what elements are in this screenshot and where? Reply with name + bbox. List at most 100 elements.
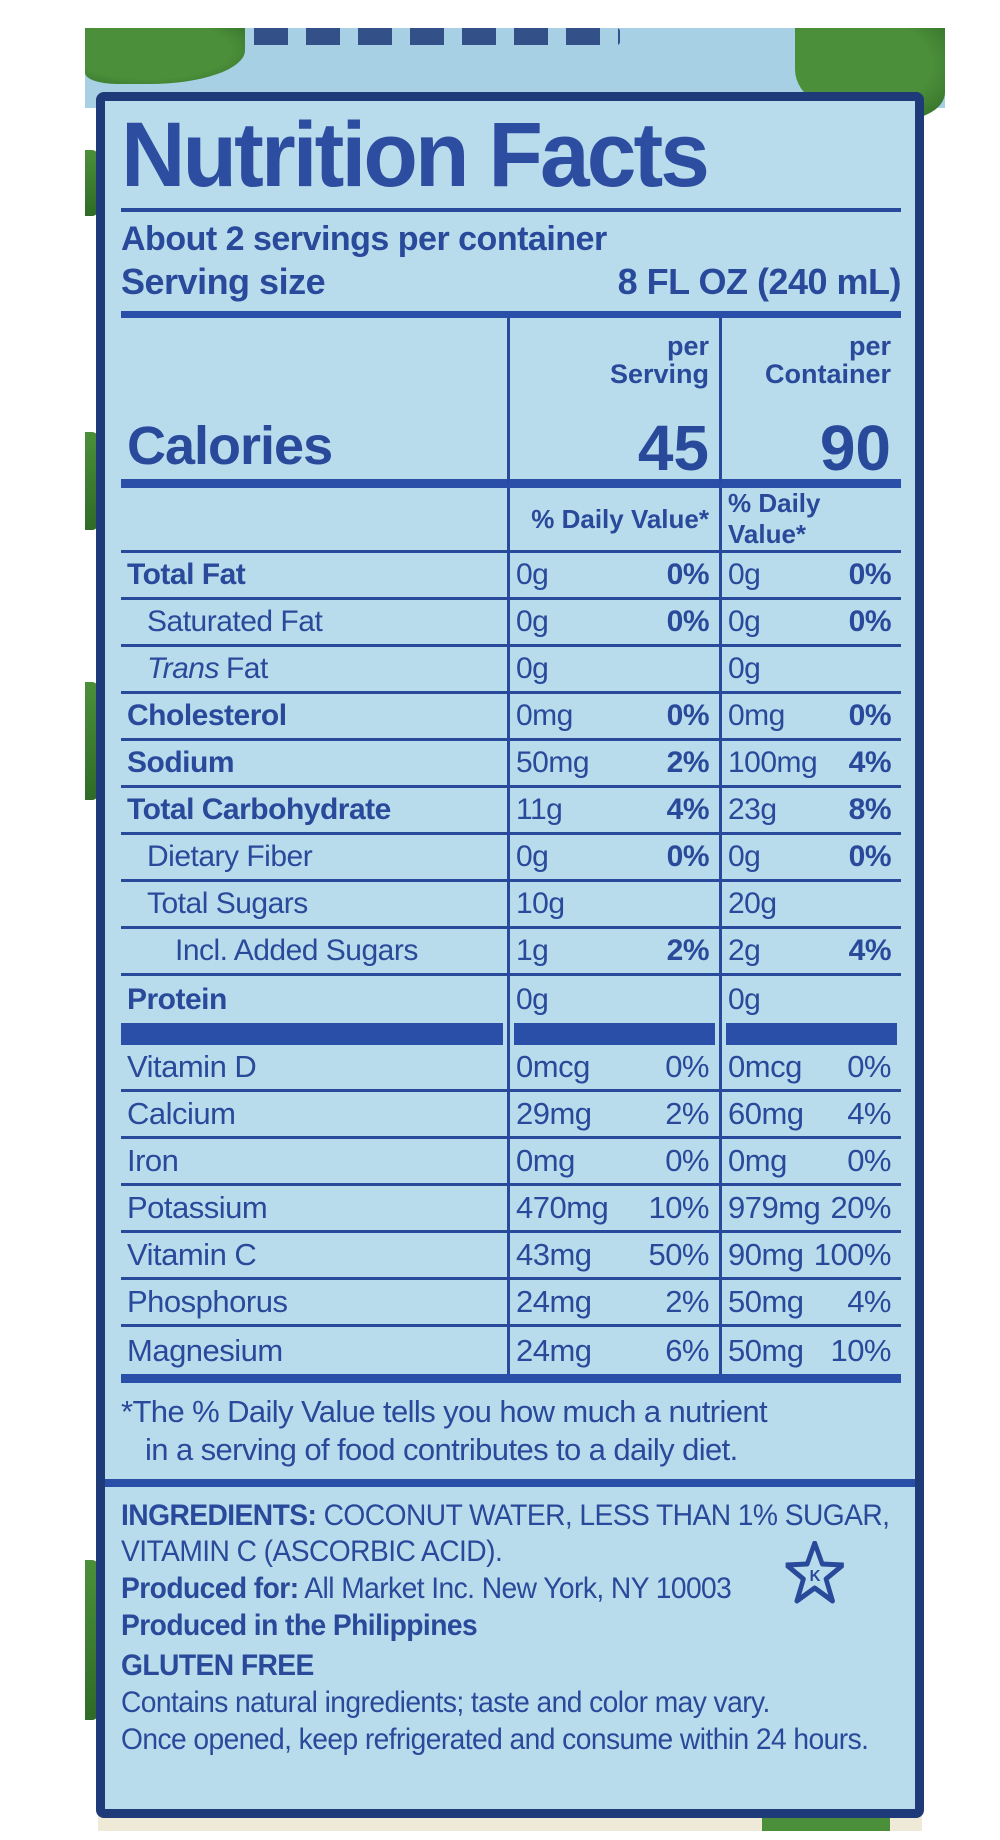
container-dv: 0% xyxy=(848,558,892,592)
serving-dv: 0% xyxy=(666,558,710,592)
serving-dv: 10% xyxy=(648,1190,709,1226)
container-dv: 0% xyxy=(847,1143,891,1179)
container-dv: 20% xyxy=(830,1190,891,1226)
produced-for-line: Produced for: All Market Inc. New York, … xyxy=(121,1571,898,1607)
nutrient-name: Total Carbohydrate xyxy=(127,793,391,827)
per-container-header: per Container xyxy=(719,318,901,393)
container-amount: 0g xyxy=(728,605,761,639)
container-amount: 20g xyxy=(728,887,777,921)
carton-bottom-band xyxy=(98,1816,922,1831)
serving-size-value: 8 FL OZ (240 mL) xyxy=(617,261,902,303)
per-word: per xyxy=(848,331,891,362)
spacer-cell xyxy=(121,318,507,392)
container-dv: 4% xyxy=(848,934,892,968)
ingredients-line: INGREDIENTS: COCONUT WATER, LESS THAN 1%… xyxy=(121,1498,898,1570)
serving-amount: 1g xyxy=(516,934,549,968)
divider-thick xyxy=(105,1478,915,1487)
produced-in-line: Produced in the Philippines xyxy=(121,1608,478,1642)
vitamin-name: Magnesium xyxy=(127,1332,283,1368)
vitamin-name: Calcium xyxy=(127,1096,236,1132)
footnote-line1: *The % Daily Value tells you how much a … xyxy=(121,1394,768,1430)
serving-amount: 11g xyxy=(516,793,563,827)
serving-amount: 0g xyxy=(516,605,549,639)
serving-word: Serving xyxy=(609,358,709,389)
serving-amount: 0g xyxy=(516,840,549,874)
spacer-cell xyxy=(121,488,507,554)
per-container-header-text: per Container xyxy=(764,331,891,389)
container-dv: 0% xyxy=(848,699,892,733)
ingredients-section: INGREDIENTS: COCONUT WATER, LESS THAN 1%… xyxy=(121,1493,898,1758)
vitamin-name: Phosphorus xyxy=(127,1284,288,1320)
nutrient-name: Protein xyxy=(127,982,227,1016)
serving-amount: 29mg xyxy=(516,1096,592,1132)
container-dv: 0% xyxy=(848,840,892,874)
container-amount: 23g xyxy=(728,793,777,827)
serving-amount: 0mcg xyxy=(516,1049,590,1085)
container-amount: 0mcg xyxy=(728,1049,802,1085)
nutrient-name: Dietary Fiber xyxy=(147,840,313,874)
serving-dv: 6% xyxy=(665,1332,709,1368)
daily-value-header: % Daily Value* xyxy=(719,488,901,554)
serving-amount: 0mg xyxy=(516,699,573,733)
band-segment xyxy=(719,1023,901,1046)
container-dv: 4% xyxy=(847,1284,891,1320)
daily-value-header: % Daily Value* xyxy=(507,488,719,554)
nutrient-name: Total Sugars xyxy=(147,887,308,921)
serving-size-label: Serving size xyxy=(121,261,326,303)
nutrition-facts-label: Nutrition Facts About 2 servings per con… xyxy=(96,92,924,1818)
kosher-k-letter: K xyxy=(809,1567,821,1585)
nutrient-name-italic: Trans xyxy=(147,652,219,686)
divider-thick xyxy=(121,311,901,319)
container-dv: 0% xyxy=(847,1049,891,1085)
nutrient-name: Incl. Added Sugars xyxy=(175,934,418,968)
serving-dv: 0% xyxy=(666,605,710,639)
ingredients-label: INGREDIENTS: xyxy=(121,1498,317,1532)
palm-leaf-decoration xyxy=(762,1814,890,1831)
container-dv: 4% xyxy=(848,746,892,780)
serving-amount: 43mg xyxy=(516,1237,592,1273)
container-dv: 8% xyxy=(848,793,892,827)
palm-leaf-decoration xyxy=(85,150,98,216)
daily-value-footnote: *The % Daily Value tells you how much a … xyxy=(121,1393,901,1469)
gluten-free-line: GLUTEN FREE xyxy=(121,1648,314,1682)
container-word: Container xyxy=(764,358,891,389)
taste-note-line: Contains natural ingredients; taste and … xyxy=(121,1685,770,1719)
band-segment xyxy=(121,1023,507,1046)
divider xyxy=(121,208,901,213)
serving-dv: 2% xyxy=(666,934,710,968)
container-dv: 0% xyxy=(848,605,892,639)
palm-leaf-decoration xyxy=(85,1560,98,1720)
serving-amount: 0g xyxy=(516,558,549,592)
vitamin-name: Iron xyxy=(127,1143,179,1179)
serving-amount: 0mg xyxy=(516,1143,575,1179)
palm-leaf-decoration xyxy=(85,432,98,530)
ingredients-text: COCONUT WATER, LESS THAN 1% SUGAR, VITAM… xyxy=(121,1498,890,1568)
kosher-star-k-icon: K xyxy=(785,1540,844,1604)
vitamin-name: Vitamin C xyxy=(127,1237,257,1273)
nutrient-name: Fat xyxy=(225,652,268,686)
serving-amount: 0g xyxy=(516,652,549,686)
container-amount: 60mg xyxy=(728,1096,804,1132)
container-amount: 0g xyxy=(728,982,761,1016)
nutrition-facts-title: Nutrition Facts xyxy=(121,104,710,206)
serving-amount: 24mg xyxy=(516,1284,592,1320)
nutrition-table: per Serving per Container Calories 45 90 %… xyxy=(121,318,901,1375)
serving-dv: 0% xyxy=(666,699,710,733)
calories-label: Calories xyxy=(127,416,333,477)
container-amount: 100mg xyxy=(728,746,818,780)
container-amount: 979mg xyxy=(728,1190,821,1226)
serving-amount: 50mg xyxy=(516,746,590,780)
per-serving-header: per Serving xyxy=(507,318,719,393)
serving-dv: 2% xyxy=(665,1096,709,1132)
produced-for-text: All Market Inc. New York, NY 10003 xyxy=(304,1571,732,1605)
servings-per-container: About 2 servings per container xyxy=(121,220,607,259)
footnote-line2: in a serving of food contributes to a da… xyxy=(145,1432,738,1467)
cropped-print-remnant xyxy=(150,28,620,45)
vitamin-name: Potassium xyxy=(127,1190,268,1226)
serving-dv: 50% xyxy=(648,1237,709,1273)
band-segment xyxy=(507,1023,719,1046)
nutrient-name: Saturated Fat xyxy=(147,605,323,639)
vitamin-name: Vitamin D xyxy=(127,1049,257,1085)
produced-for-label: Produced for: xyxy=(121,1571,299,1605)
